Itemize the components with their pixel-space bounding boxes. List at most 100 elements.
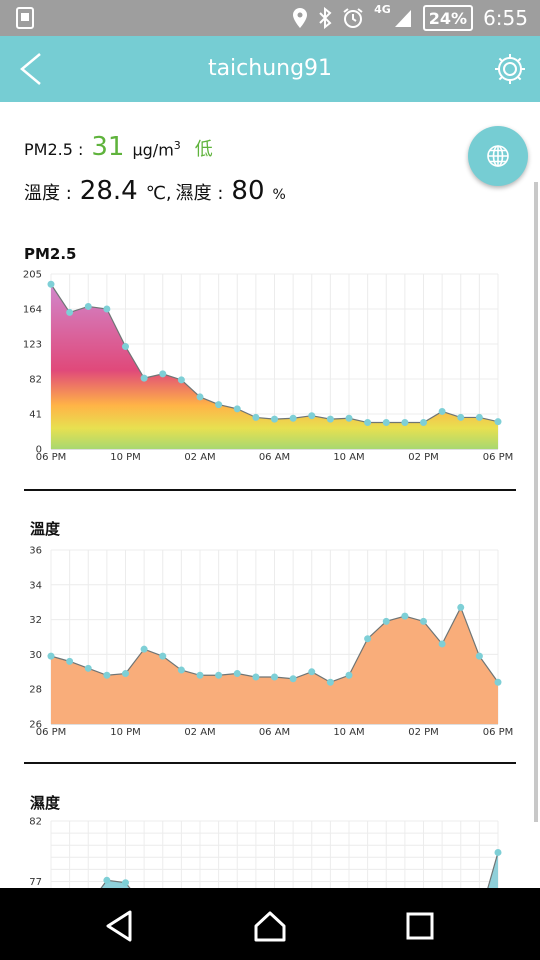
nav-back-icon[interactable] xyxy=(102,908,138,944)
nav-recents-icon[interactable] xyxy=(402,908,438,944)
screenshot-notification-icon xyxy=(16,7,34,29)
x-tick-label: 02 AM xyxy=(184,727,215,738)
data-point xyxy=(457,413,465,421)
pm25-level: 低 xyxy=(194,139,213,160)
data-point xyxy=(438,640,446,648)
data-point xyxy=(401,419,409,427)
data-point xyxy=(196,393,204,401)
data-point xyxy=(122,879,129,887)
section-divider xyxy=(24,762,516,764)
temperature-chart-title: 溫度 xyxy=(30,520,61,538)
y-tick-label: 82 xyxy=(29,817,42,828)
data-point xyxy=(345,414,353,422)
globe-icon xyxy=(487,145,509,167)
data-point xyxy=(457,603,465,611)
x-tick-label: 06 AM xyxy=(259,727,290,738)
data-point xyxy=(140,374,148,382)
x-tick-label: 10 AM xyxy=(333,727,364,738)
section-divider xyxy=(24,489,516,491)
data-point xyxy=(66,657,74,665)
humidity-chart: 77 82 xyxy=(29,817,502,888)
status-bar: 4G 24% 6:55 xyxy=(0,0,540,36)
data-point xyxy=(326,678,334,686)
x-tick-label: 06 PM xyxy=(483,452,514,463)
pm25-unit-base: µg/m xyxy=(132,140,174,159)
temperature-label: 溫度 : xyxy=(24,183,72,204)
data-point xyxy=(84,302,92,310)
alarm-icon xyxy=(343,8,363,28)
data-point xyxy=(47,652,55,660)
chart-grid xyxy=(50,820,499,888)
y-tick-label: 164 xyxy=(23,305,42,316)
y-tick-label: 82 xyxy=(29,375,42,386)
data-point xyxy=(494,418,502,426)
data-point xyxy=(475,413,483,421)
data-point xyxy=(438,407,446,415)
data-point xyxy=(233,670,241,678)
globe-button[interactable] xyxy=(468,126,528,186)
data-point xyxy=(159,652,167,660)
settings-gear-icon[interactable] xyxy=(492,51,528,87)
data-point xyxy=(47,280,55,288)
y-tick-label: 26 xyxy=(29,720,42,731)
pm25-value: 31 xyxy=(91,132,125,162)
humidity-chart-title: 濕度 xyxy=(30,794,61,812)
pm25-unit: µg/m3 xyxy=(132,139,180,159)
nav-home-icon[interactable] xyxy=(252,908,288,944)
bluetooth-icon xyxy=(319,7,332,29)
battery-indicator: 24% xyxy=(422,5,474,31)
data-point xyxy=(177,376,185,384)
y-tick-label: 77 xyxy=(29,877,42,888)
data-point xyxy=(215,401,223,409)
app-bar: taichung91 xyxy=(0,36,540,102)
data-point xyxy=(420,617,427,625)
scrollbar[interactable] xyxy=(534,182,538,822)
y-tick-label: 36 xyxy=(29,546,42,557)
data-point xyxy=(122,343,129,351)
back-icon[interactable] xyxy=(16,51,46,87)
location-icon xyxy=(293,8,308,28)
temperature-unit: ℃, xyxy=(145,183,172,204)
data-point xyxy=(420,419,427,427)
x-tick-label: 06 PM xyxy=(483,727,514,738)
x-tick-label: 02 PM xyxy=(408,452,439,463)
pm25-summary: PM2.5 : 31 µg/m3 低 xyxy=(24,132,213,162)
data-point xyxy=(289,675,297,683)
data-point xyxy=(494,678,502,686)
x-tick-label: 02 PM xyxy=(408,727,439,738)
data-point xyxy=(159,370,167,378)
pm25-chart-title: PM2.5 xyxy=(24,245,77,263)
data-point xyxy=(401,612,409,620)
pm25-label: PM2.5 : xyxy=(24,140,84,159)
x-tick-label: 06 AM xyxy=(259,452,290,463)
y-tick-label: 30 xyxy=(29,650,42,661)
data-point xyxy=(364,419,372,427)
data-point xyxy=(103,305,111,313)
data-point xyxy=(103,876,111,884)
data-point xyxy=(140,645,148,653)
navigation-bar xyxy=(0,888,540,960)
x-tick-label: 02 AM xyxy=(184,452,215,463)
y-tick-label: 32 xyxy=(29,615,42,626)
data-point xyxy=(382,617,390,625)
data-point xyxy=(215,671,223,679)
x-tick-label: 10 PM xyxy=(110,727,141,738)
data-point xyxy=(345,671,353,679)
data-point xyxy=(308,412,316,420)
data-point xyxy=(177,666,185,674)
data-point xyxy=(271,415,278,423)
y-tick-label: 41 xyxy=(29,410,42,421)
data-point xyxy=(308,668,316,676)
y-tick-label: 205 xyxy=(23,270,42,281)
temperature-chart: 26 28 30 32 34 36 06 PM 10 PM 02 AM 06 AM 10 AM 02 … xyxy=(29,546,514,739)
y-tick-label: 123 xyxy=(23,340,42,351)
data-point xyxy=(494,848,502,856)
data-point xyxy=(364,635,372,643)
data-point xyxy=(326,415,334,423)
series-area xyxy=(51,284,498,449)
y-tick-label: 34 xyxy=(29,580,42,591)
data-point xyxy=(196,671,204,679)
data-point xyxy=(475,652,483,660)
clock: 6:55 xyxy=(483,6,528,30)
data-point xyxy=(382,419,390,427)
